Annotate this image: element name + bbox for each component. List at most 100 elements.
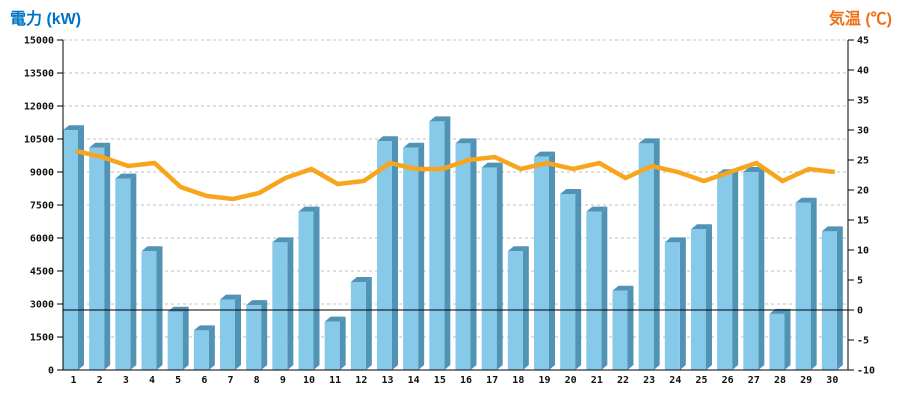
bar-top-face — [193, 325, 215, 331]
bar-day-5 — [167, 306, 189, 370]
bar-front-face — [717, 174, 733, 370]
bar-top-face — [691, 224, 712, 230]
bar-side-face — [365, 277, 372, 370]
bar-front-face — [298, 211, 314, 370]
right-tick-label: 10 — [857, 246, 869, 257]
bar-day-23 — [638, 138, 660, 370]
bar-side-face — [287, 237, 294, 370]
right-axis-ticks: -10 -5 0 5 10 15 20 25 30 35 40 45 — [848, 36, 875, 377]
day-label: 4 — [149, 375, 155, 386]
bar-day-6 — [193, 325, 215, 370]
day-label: 30 — [826, 375, 838, 386]
bar-side-face — [575, 189, 582, 370]
bar-day-10 — [298, 206, 320, 370]
bar-top-face — [220, 294, 241, 300]
day-label: 11 — [329, 375, 341, 386]
day-label: 28 — [774, 375, 786, 386]
bar-top-face — [612, 285, 634, 291]
bar-front-face — [429, 121, 445, 371]
bar-top-face — [586, 206, 608, 212]
bar-front-face — [193, 330, 209, 370]
left-tick-label: 1500 — [30, 333, 54, 344]
right-tick-label: 45 — [857, 36, 869, 47]
day-label: 10 — [303, 375, 315, 386]
bar-side-face — [784, 308, 791, 370]
bar-front-face — [115, 178, 131, 370]
day-label: 7 — [227, 375, 233, 386]
bar-front-face — [638, 143, 654, 370]
bar-side-face — [182, 306, 189, 370]
bar-top-face — [350, 277, 372, 282]
day-label: 6 — [201, 375, 207, 386]
bar-day-24 — [664, 237, 686, 370]
day-label: 23 — [643, 375, 655, 386]
left-tick-label: 9000 — [30, 168, 54, 179]
bar-side-face — [732, 169, 739, 370]
bar-day-7 — [220, 294, 241, 370]
bar-top-face — [534, 151, 555, 157]
day-label: 27 — [748, 375, 760, 386]
right-tick-label: 25 — [857, 156, 869, 167]
bar-side-face — [313, 206, 320, 370]
day-label: 12 — [355, 375, 367, 386]
bar-day-9 — [272, 237, 294, 370]
bar-front-face — [612, 290, 628, 370]
bar-front-face — [272, 242, 288, 370]
bar-side-face — [653, 138, 660, 370]
bar-day-8 — [246, 300, 268, 370]
bar-side-face — [78, 125, 84, 370]
day-label: 26 — [722, 375, 734, 386]
bar-top-face — [115, 173, 137, 179]
bar-day-26 — [717, 169, 739, 370]
bar-side-face — [104, 142, 111, 370]
power-bars — [63, 116, 843, 371]
bar-top-face — [324, 316, 346, 322]
bar-day-27 — [743, 167, 765, 370]
bar-top-face — [63, 125, 84, 131]
bar-day-30 — [821, 226, 843, 370]
bar-day-29 — [795, 197, 817, 370]
bar-day-1 — [63, 125, 84, 370]
day-label: 29 — [800, 375, 812, 386]
day-label: 18 — [512, 375, 524, 386]
left-tick-label: 0 — [48, 366, 54, 377]
bar-side-face — [496, 162, 503, 370]
bar-front-face — [167, 311, 183, 370]
bar-side-face — [444, 116, 451, 371]
left-tick-label: 13500 — [24, 69, 54, 80]
bar-front-face — [664, 242, 680, 370]
bar-top-face — [560, 189, 582, 194]
right-tick-label: 15 — [857, 216, 869, 227]
bar-top-face — [455, 138, 477, 144]
day-label: 20 — [565, 375, 577, 386]
bar-side-face — [235, 294, 241, 370]
right-tick-label: 0 — [857, 306, 863, 317]
bar-day-13 — [377, 136, 398, 370]
bar-day-12 — [350, 277, 372, 370]
bar-front-face — [246, 305, 262, 370]
bar-side-face — [522, 246, 529, 370]
bar-front-face — [377, 141, 392, 370]
bar-side-face — [836, 226, 843, 370]
day-label: 5 — [175, 375, 181, 386]
left-tick-label: 6000 — [30, 234, 54, 245]
day-label: 25 — [695, 375, 707, 386]
temperature-line — [75, 148, 836, 202]
bar-top-face — [795, 197, 817, 203]
bar-day-22 — [612, 285, 634, 370]
bar-side-face — [601, 206, 608, 370]
right-tick-label: 35 — [857, 96, 869, 107]
day-label: 15 — [434, 375, 446, 386]
bar-front-face — [586, 211, 602, 370]
left-tick-label: 10500 — [24, 135, 54, 146]
day-label: 19 — [538, 375, 550, 386]
day-label: 22 — [617, 375, 629, 386]
left-tick-label: 4500 — [30, 267, 54, 278]
bar-day-16 — [455, 138, 477, 370]
bar-side-face — [208, 325, 215, 370]
bar-front-face — [743, 172, 759, 370]
right-tick-label: 5 — [857, 276, 863, 287]
bar-front-face — [481, 167, 497, 370]
bar-side-face — [261, 300, 268, 370]
bar-front-face — [795, 202, 811, 370]
